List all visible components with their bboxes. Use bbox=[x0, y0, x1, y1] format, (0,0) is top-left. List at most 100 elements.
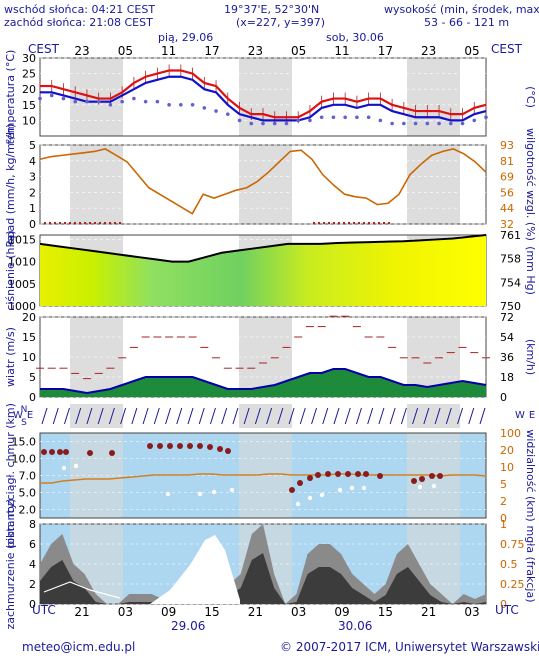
cloud-base-dot bbox=[377, 473, 383, 479]
dew-point-dot bbox=[378, 118, 383, 123]
right-tick-label: 761 bbox=[500, 229, 521, 242]
bottom-hour-label: 15 bbox=[378, 605, 393, 619]
compass-e-right: E bbox=[529, 410, 535, 421]
day1-label: pią, 29.06 bbox=[158, 31, 214, 44]
cloud-base-dot bbox=[345, 471, 351, 477]
cloud-base-dot bbox=[63, 449, 69, 455]
right-axis-title: widzialność (km) bbox=[524, 429, 537, 521]
wind-arrow bbox=[221, 407, 228, 425]
cloud-base-dot bbox=[419, 476, 425, 482]
dew-point-dot bbox=[167, 103, 171, 107]
top-hour-label: 11 bbox=[334, 44, 349, 58]
right-tick-label: 54 bbox=[500, 331, 514, 344]
right-tick-label: 36 bbox=[500, 351, 514, 364]
right-tick-label: 758 bbox=[500, 253, 521, 266]
cloud-base-dot bbox=[363, 471, 369, 477]
right-tick-label: 44 bbox=[500, 202, 514, 215]
right-tick-label: 0 bbox=[500, 391, 507, 404]
wind-arrow bbox=[254, 407, 261, 425]
tz-left: CEST bbox=[28, 42, 59, 56]
high-cloud-area bbox=[150, 535, 240, 604]
wind-arrow bbox=[322, 407, 329, 425]
right-tick-label: 0.25 bbox=[500, 578, 525, 591]
dew-point-dot bbox=[284, 121, 289, 126]
dew-point-dot bbox=[343, 115, 347, 120]
y-tick-label: 2.0 bbox=[19, 504, 37, 517]
grid-point-text: (x=227, y=397) bbox=[236, 16, 326, 29]
pressure-area bbox=[40, 235, 486, 306]
copyright-text: © 2007-2017 ICM, Uniwersytet Warszawski bbox=[280, 640, 539, 654]
wind-arrow bbox=[367, 407, 374, 425]
dew-point-dot bbox=[214, 109, 218, 113]
bottom-hour-label: 03 bbox=[118, 605, 133, 619]
y-tick-label: 5 bbox=[29, 371, 36, 384]
y-tick-label: 25 bbox=[22, 68, 36, 81]
humidity-line bbox=[39, 148, 487, 215]
dew-point-dot bbox=[249, 121, 254, 126]
wind-arrow bbox=[389, 407, 396, 425]
right-tick-label: 32 bbox=[500, 218, 514, 231]
left-axis-title: opad (mm/h, kg/m²/h) bbox=[4, 124, 17, 245]
wind-arrow bbox=[479, 407, 486, 425]
y-tick-label: 5 bbox=[29, 139, 36, 152]
cloud-base-dot bbox=[207, 444, 213, 450]
wind-arrow bbox=[400, 407, 407, 425]
dew-point-dot bbox=[296, 118, 301, 123]
email-link[interactable]: meteo@icm.edu.pl bbox=[22, 640, 136, 654]
top-hour-label: 23 bbox=[421, 44, 436, 58]
wind-arrow bbox=[266, 407, 273, 425]
cloud-base-dot bbox=[167, 443, 173, 449]
wind-arrow bbox=[445, 407, 452, 425]
wind-arrow bbox=[311, 407, 318, 425]
compass-s: S bbox=[21, 418, 27, 428]
cloud-base-dot bbox=[225, 448, 231, 454]
dew-point-dot bbox=[38, 96, 42, 101]
top-hour-label: 05 bbox=[291, 44, 306, 58]
wind-arrow bbox=[63, 407, 70, 425]
right-tick-label: 750 bbox=[500, 300, 521, 313]
bottom-hour-label: 09 bbox=[161, 605, 176, 619]
cloud-top-dot bbox=[431, 483, 437, 489]
dew-point-dot bbox=[179, 103, 183, 107]
bottom-hour-label: 21 bbox=[74, 605, 89, 619]
left-axis-title: zachmurzenie (oktanty) bbox=[4, 498, 17, 629]
dew-point-dot bbox=[319, 115, 324, 120]
cloud-top-dot bbox=[295, 501, 301, 507]
y-tick-label: 10 bbox=[22, 114, 36, 127]
cloud-top-dot bbox=[349, 485, 355, 491]
y-tick-label: 10.0 bbox=[12, 453, 37, 466]
bottom-hour-label: 21 bbox=[248, 605, 263, 619]
y-tick-label: 20 bbox=[22, 311, 36, 324]
date2-label: 30.06 bbox=[338, 619, 373, 633]
utc-right: UTC bbox=[495, 603, 519, 617]
wind-arrow bbox=[344, 407, 351, 425]
wind-arrow bbox=[86, 407, 93, 425]
cloud-base-dot bbox=[87, 450, 93, 456]
y-tick-label: 30 bbox=[22, 52, 36, 65]
dew-point-dot bbox=[132, 96, 136, 101]
right-tick-label: 20 bbox=[500, 444, 514, 457]
y-tick-label: 1010 bbox=[8, 256, 36, 269]
wind-arrow bbox=[333, 407, 340, 425]
dew-point-dot bbox=[202, 106, 207, 110]
cloud-base-dot bbox=[297, 480, 303, 486]
y-tick-label: 0 bbox=[29, 218, 36, 231]
wind-arrow bbox=[108, 407, 115, 425]
compass-e: E bbox=[27, 410, 33, 421]
wind-arrow bbox=[468, 407, 475, 425]
wind-arrow bbox=[288, 407, 295, 425]
wind-arrow bbox=[355, 407, 362, 425]
dew-point-dot bbox=[413, 121, 418, 126]
right-axis-title: (°C) bbox=[524, 86, 537, 108]
right-tick-label: 69 bbox=[500, 171, 514, 184]
wind-arrow bbox=[153, 407, 160, 425]
y-tick-label: 15 bbox=[22, 331, 36, 344]
dew-point-dot bbox=[225, 112, 230, 116]
y-tick-label: 1005 bbox=[8, 278, 36, 291]
wind-arrow bbox=[142, 407, 149, 425]
cloud-base-dot bbox=[147, 443, 153, 449]
right-tick-label: 0.75 bbox=[500, 538, 525, 551]
cloud-base-dot bbox=[157, 443, 163, 449]
y-tick-label: 3 bbox=[29, 171, 36, 184]
